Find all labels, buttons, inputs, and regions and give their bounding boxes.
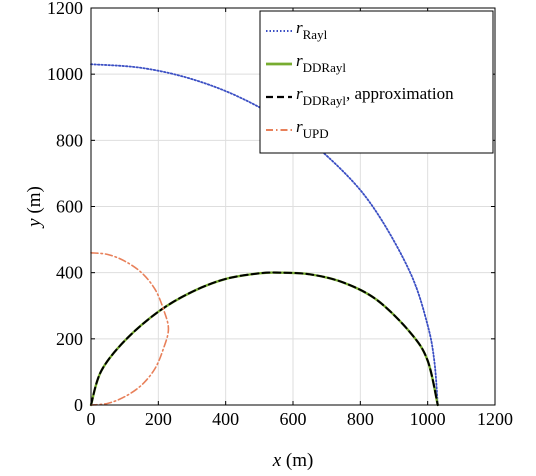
x-tick-label: 600 <box>280 409 307 429</box>
x-tick-label: 0 <box>87 409 96 429</box>
y-axis-unit: (m) <box>24 186 45 218</box>
legend-label: rUPD <box>296 117 329 141</box>
legend-label-sub: Rayl <box>303 27 328 42</box>
x-tick-label: 400 <box>212 409 239 429</box>
legend-label-sub: DDRayl <box>303 60 347 75</box>
y-axis-label: y (m) <box>24 186 45 229</box>
legend-label-main: r <box>296 84 303 103</box>
legend-label-sub: DDRayl <box>303 93 347 108</box>
y-tick-label: 0 <box>74 395 83 415</box>
legend-label-suffix: , approximation <box>346 84 454 103</box>
ticks: 0 200 400 600 800 1000 1200 0 200 400 600 800 1000 12… <box>47 0 513 429</box>
x-axis-label: x (m) <box>272 450 314 471</box>
legend-label: rDDRayl, approximation <box>296 84 454 108</box>
legend-box <box>259 10 494 154</box>
legend-label-main: r <box>296 117 303 136</box>
series-layer <box>89 63 439 407</box>
x-axis-unit: (m) <box>281 450 313 471</box>
y-axis-var: y <box>24 218 45 229</box>
y-tick-label: 1200 <box>47 0 83 18</box>
x-axis-title: x (m) <box>272 450 314 471</box>
x-axis-var: x <box>272 450 282 471</box>
y-tick-label: 800 <box>56 130 83 150</box>
y-tick-label: 200 <box>56 329 83 349</box>
y-axis-title: y (m) <box>24 186 45 229</box>
x-tick-label: 800 <box>347 409 374 429</box>
series-line-rayl <box>90 63 439 406</box>
legend-label: rDDRayl <box>296 51 346 75</box>
legend-label-sub: UPD <box>303 126 329 141</box>
x-tick-label: 1000 <box>410 409 446 429</box>
y-tick-label: 400 <box>56 263 83 283</box>
series-line-upd <box>90 252 170 406</box>
legend-label-main: r <box>296 18 303 37</box>
x-tick-label: 200 <box>145 409 172 429</box>
y-tick-label: 1000 <box>47 64 83 84</box>
legend-label: rRayl <box>296 18 328 42</box>
y-tick-label: 600 <box>56 197 83 217</box>
x-tick-label: 1200 <box>477 409 513 429</box>
legend-label-main: r <box>296 51 303 70</box>
series-line-ddrayl-approximation <box>90 271 439 406</box>
